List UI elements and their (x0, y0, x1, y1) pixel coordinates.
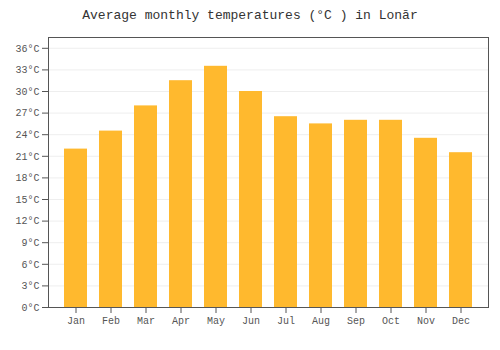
svg-text:Jul: Jul (277, 316, 295, 327)
svg-text:3°C: 3°C (21, 281, 39, 292)
svg-text:33°C: 33°C (15, 65, 39, 76)
svg-text:Oct: Oct (382, 316, 400, 327)
svg-text:12°C: 12°C (15, 216, 39, 227)
svg-text:9°C: 9°C (21, 238, 39, 249)
svg-text:Jun: Jun (242, 316, 260, 327)
svg-text:6°C: 6°C (21, 260, 39, 271)
svg-text:Nov: Nov (417, 316, 435, 327)
svg-text:May: May (207, 316, 225, 327)
svg-text:Jan: Jan (67, 316, 85, 327)
html-text:Average monthly temperatures (: Average monthly temperatures (°C ) in Lo… (82, 8, 418, 23)
svg-text:15°C: 15°C (15, 195, 39, 206)
svg-text:18°C: 18°C (15, 173, 39, 184)
svg-text:36°C: 36°C (15, 44, 39, 55)
svg-text:30°C: 30°C (15, 87, 39, 98)
svg-text:0°C: 0°C (21, 303, 39, 314)
svg-text:Dec: Dec (452, 316, 470, 327)
svg-text:Sep: Sep (347, 316, 365, 327)
svg-text:21°C: 21°C (15, 152, 39, 163)
svg-text:Mar: Mar (137, 316, 155, 327)
svg-text:Aug: Aug (312, 316, 330, 327)
svg-text:24°C: 24°C (15, 130, 39, 141)
svg-text:27°C: 27°C (15, 108, 39, 119)
svg-text:Feb: Feb (102, 316, 120, 327)
svg-text:Apr: Apr (172, 316, 190, 327)
